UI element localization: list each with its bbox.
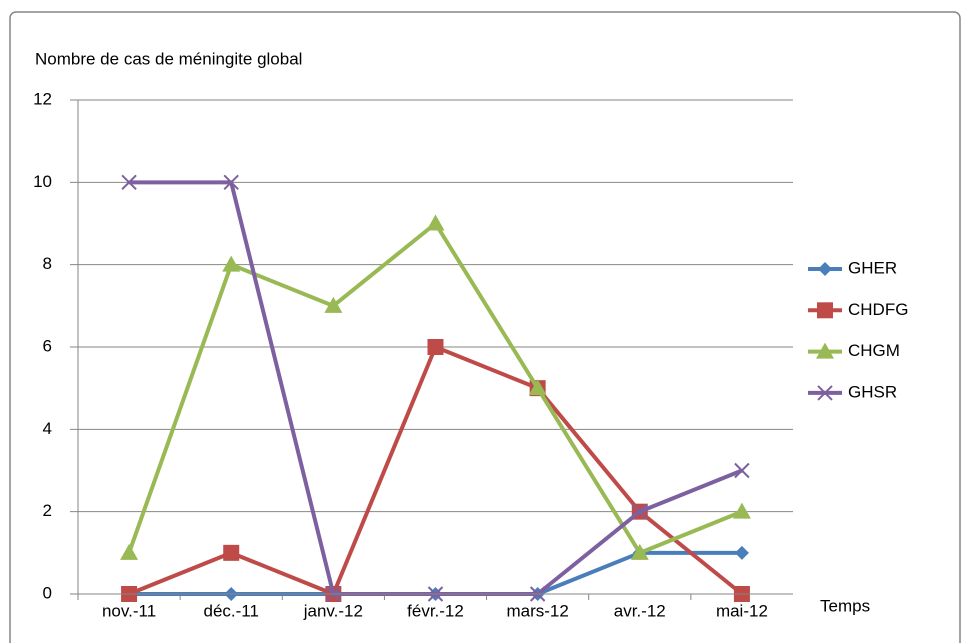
y-tick-label: 12 [33, 89, 52, 108]
x-tick-label: janv.-12 [303, 601, 363, 620]
x-tick-label: mai-12 [716, 601, 768, 620]
legend-label: GHSR [848, 382, 897, 401]
data-point [223, 544, 240, 561]
y-tick-label: 6 [43, 336, 52, 355]
legend-marker [818, 262, 832, 276]
y-tick-label: 0 [43, 583, 52, 602]
x-tick-label: déc.-11 [203, 601, 258, 620]
y-tick-label: 8 [43, 254, 52, 273]
legend-label: CHDFG [848, 300, 908, 319]
data-point [734, 545, 749, 560]
data-point [324, 296, 343, 313]
chart-border [9, 11, 961, 643]
data-point [427, 339, 444, 355]
data-point [732, 502, 751, 519]
legend-marker [817, 302, 833, 319]
data-point [734, 462, 750, 479]
chart-title: Nombre de cas de méningite global [35, 49, 302, 68]
legend-label: GHER [848, 258, 897, 277]
x-tick-label: avr.-12 [614, 601, 666, 620]
x-tick-label: nov.-11 [102, 601, 156, 620]
data-point [630, 543, 649, 560]
legend-label: CHGM [848, 341, 900, 360]
legend-marker [816, 342, 834, 359]
y-tick-label: 2 [43, 501, 52, 520]
data-point [120, 543, 139, 560]
x-tick-label: févr.-12 [407, 601, 464, 620]
data-point [222, 255, 241, 272]
data-point [426, 214, 445, 231]
data-point [632, 503, 648, 520]
data-point [223, 174, 239, 191]
data-point [121, 174, 137, 191]
x-axis-label: Temps [820, 596, 870, 615]
x-tick-label: mars-12 [506, 601, 568, 620]
data-point [528, 379, 547, 396]
legend-marker [817, 385, 833, 401]
y-tick-label: 4 [43, 419, 52, 438]
y-tick-label: 10 [33, 172, 52, 191]
